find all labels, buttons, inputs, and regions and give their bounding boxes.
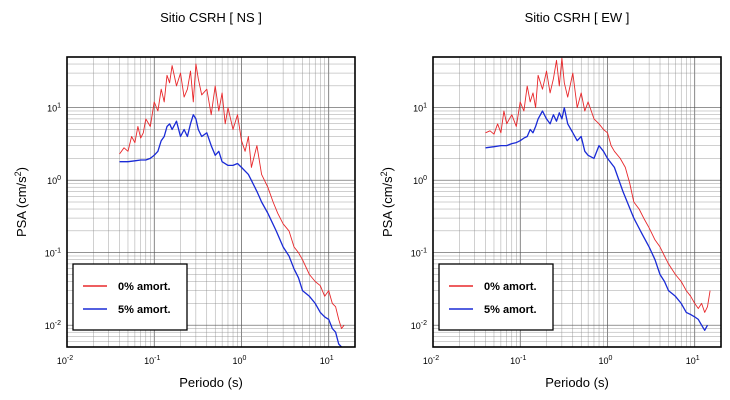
series-line-damping-5 xyxy=(485,107,709,331)
x-tick-label: 10-2 xyxy=(423,355,439,366)
y-axis-label: PSA (cm/s2) xyxy=(379,167,395,237)
y-tick-label: 10-2 xyxy=(411,320,427,331)
legend-box xyxy=(72,263,188,331)
chart-title: Sitio CSRH [ EW ] xyxy=(525,10,630,25)
series-line-damping-0 xyxy=(119,63,345,329)
grid xyxy=(66,56,356,348)
y-tick-label: 10-2 xyxy=(45,320,61,331)
legend-label: 0% amort. xyxy=(118,281,171,293)
legend-label: 5% amort. xyxy=(484,304,537,316)
y-tick-label: 10-1 xyxy=(45,248,61,259)
x-axis-label: Periodo (s) xyxy=(545,375,609,390)
chart-panel-1: 10-2 10-1 100 101 10-2 10-1 100 101 Sitio CSRH [… xyxy=(13,10,356,390)
x-axis-label: Periodo (s) xyxy=(179,375,243,390)
x-tick-label: 101 xyxy=(686,355,700,366)
series-line-damping-5 xyxy=(119,114,342,348)
legend: 0% amort. 5% amort. xyxy=(438,263,554,331)
chart-title: Sitio CSRH [ NS ] xyxy=(160,10,262,25)
x-tick-label: 101 xyxy=(320,355,334,366)
series-line-damping-0 xyxy=(485,57,711,313)
legend: 0% amort. 5% amort. xyxy=(72,263,188,331)
legend-label: 5% amort. xyxy=(118,304,171,316)
legend-box xyxy=(438,263,554,331)
x-tick-label: 100 xyxy=(233,355,247,366)
legend-label: 0% amort. xyxy=(484,281,537,293)
y-axis-label: PSA (cm/s2) xyxy=(13,167,29,237)
plot-frame xyxy=(66,56,356,348)
plot-frame xyxy=(432,56,722,348)
y-tick-label: 101 xyxy=(47,103,61,114)
x-tick-label: 100 xyxy=(599,355,613,366)
y-tick-label: 100 xyxy=(47,175,61,186)
grid xyxy=(432,56,722,348)
x-tick-label: 10-2 xyxy=(57,355,73,366)
y-tick-label: 101 xyxy=(413,103,427,114)
y-tick-label: 10-1 xyxy=(411,248,427,259)
y-tick-label: 100 xyxy=(413,175,427,186)
x-tick-label: 10-1 xyxy=(144,355,160,366)
chart-panel-2: 10-2 10-1 100 101 10-2 10-1 100 101 Sitio CSRH [… xyxy=(379,10,722,390)
x-tick-label: 10-1 xyxy=(510,355,526,366)
